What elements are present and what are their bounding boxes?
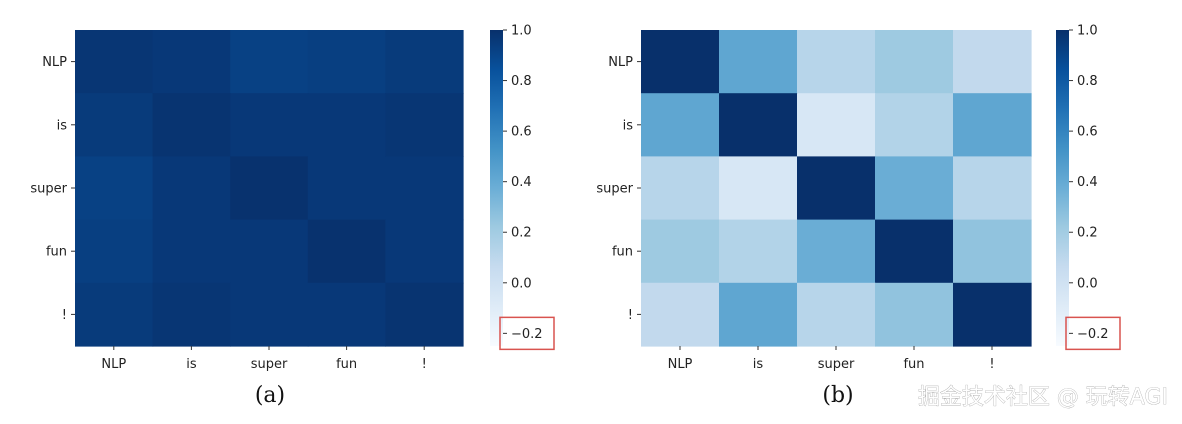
colorbar-highlight-box <box>499 316 555 351</box>
heatmap-cell <box>875 282 954 347</box>
x-tick-label: NLP <box>101 357 126 372</box>
heatmap-cell <box>641 30 720 94</box>
heatmap-cell <box>719 282 798 347</box>
colorbar-tick-label: 0.4 <box>511 175 532 190</box>
y-tick-label: fun <box>612 245 633 260</box>
colorbar-tick-label: −0.2 <box>1077 327 1109 342</box>
y-tick-label: is <box>57 118 68 133</box>
colorbar-tick-label: 0.0 <box>1077 276 1098 291</box>
heatmap-panel-b: NLP is super fun ! NLP is super fun! 1.0 0.8 0.6 0.4… <box>596 24 1121 408</box>
heatmap-cell <box>385 93 464 157</box>
heatmap-cell <box>385 219 464 284</box>
colorbar-tick-label: 0.6 <box>1077 125 1098 140</box>
heatmap-cell <box>719 30 798 94</box>
panel-caption: (a) <box>255 383 285 408</box>
heatmap-cell <box>385 156 464 221</box>
heatmap-cell <box>797 156 876 221</box>
colorbar-tick-label: 0.8 <box>511 74 532 89</box>
colorbar-tick-label: 0.2 <box>511 226 532 241</box>
heatmap-cell <box>641 93 720 157</box>
heatmap-cell <box>152 30 231 94</box>
heatmap-cell <box>75 156 154 221</box>
heatmap-cell <box>797 282 876 347</box>
heatmap-cell <box>307 156 386 221</box>
colorbar-tick-label: 1.0 <box>511 24 532 39</box>
heatmap-cell <box>875 219 954 284</box>
heatmap-cell <box>953 282 1032 347</box>
y-tick-label: fun <box>46 245 67 260</box>
heatmap-cell <box>875 30 954 94</box>
colorbar-tick-label: 0.8 <box>1077 74 1098 89</box>
heatmap-cell <box>230 219 309 284</box>
heatmap-cell <box>152 282 231 347</box>
heatmap-cell <box>75 93 154 157</box>
heatmap-cell <box>152 93 231 157</box>
heatmap-cell <box>641 156 720 221</box>
x-tick-label: super <box>818 357 855 372</box>
y-tick-label: NLP <box>608 55 633 70</box>
panel-caption: (b) <box>822 383 853 408</box>
heatmap-cell <box>953 30 1032 94</box>
x-tick-label: fun <box>903 357 924 372</box>
x-tick-label: is <box>186 357 197 372</box>
heatmap-cell <box>719 156 798 221</box>
heatmap-cell <box>953 93 1032 157</box>
colorbar-tick-label: 0.0 <box>511 276 532 291</box>
y-tick-label: super <box>596 182 633 197</box>
heatmap-panel-a: NLP is super fun ! NLP is super fun! 1.0 0.8 0.6 0.4… <box>30 24 555 408</box>
heatmap-cell <box>641 282 720 347</box>
heatmap-cell <box>75 30 154 94</box>
heatmap-cell <box>953 219 1032 284</box>
colorbar-tick-label: −0.2 <box>511 327 543 342</box>
heatmap-cell <box>230 93 309 157</box>
y-tick-label: is <box>623 118 634 133</box>
heatmap-cell <box>307 30 386 94</box>
heatmap-cell <box>641 219 720 284</box>
colorbar <box>1056 30 1069 346</box>
heatmap-cell <box>875 93 954 157</box>
heatmap-cell <box>953 156 1032 221</box>
heatmap-cell <box>230 30 309 94</box>
y-tick-label: super <box>30 182 67 197</box>
heatmap-cell <box>385 282 464 347</box>
x-tick-label: fun <box>336 357 357 372</box>
heatmap-cell <box>230 156 309 221</box>
x-tick-label: super <box>251 357 288 372</box>
colorbar <box>490 30 503 346</box>
x-tick-label: NLP <box>668 357 693 372</box>
colorbar-tick-label: 0.2 <box>1077 226 1098 241</box>
x-tick-label: is <box>753 357 764 372</box>
watermark: 掘金技术社区 @ 玩转AGI <box>918 385 1168 410</box>
y-tick-label: NLP <box>42 55 67 70</box>
heatmap-cell <box>719 93 798 157</box>
heatmap-cell <box>307 219 386 284</box>
y-tick-label: ! <box>62 308 67 323</box>
heatmap-cell <box>797 219 876 284</box>
x-tick-label: ! <box>422 357 427 372</box>
heatmap-cell <box>797 93 876 157</box>
heatmap-cell <box>75 282 154 347</box>
x-tick-label: ! <box>989 357 994 372</box>
colorbar-tick-label: 1.0 <box>1077 24 1098 39</box>
heatmap-cell <box>75 219 154 284</box>
heatmap-cell <box>875 156 954 221</box>
heatmap-cell <box>719 219 798 284</box>
heatmap-cell <box>152 156 231 221</box>
heatmap-cell <box>307 282 386 347</box>
heatmap-cell <box>797 30 876 94</box>
heatmap-cell <box>230 282 309 347</box>
heatmap-cell <box>307 93 386 157</box>
colorbar-tick-label: 0.4 <box>1077 175 1098 190</box>
colorbar-tick-label: 0.6 <box>511 125 532 140</box>
heatmap-cell <box>385 30 464 94</box>
colorbar-highlight-box <box>1065 316 1121 351</box>
y-tick-label: ! <box>628 308 633 323</box>
heatmap-cell <box>152 219 231 284</box>
